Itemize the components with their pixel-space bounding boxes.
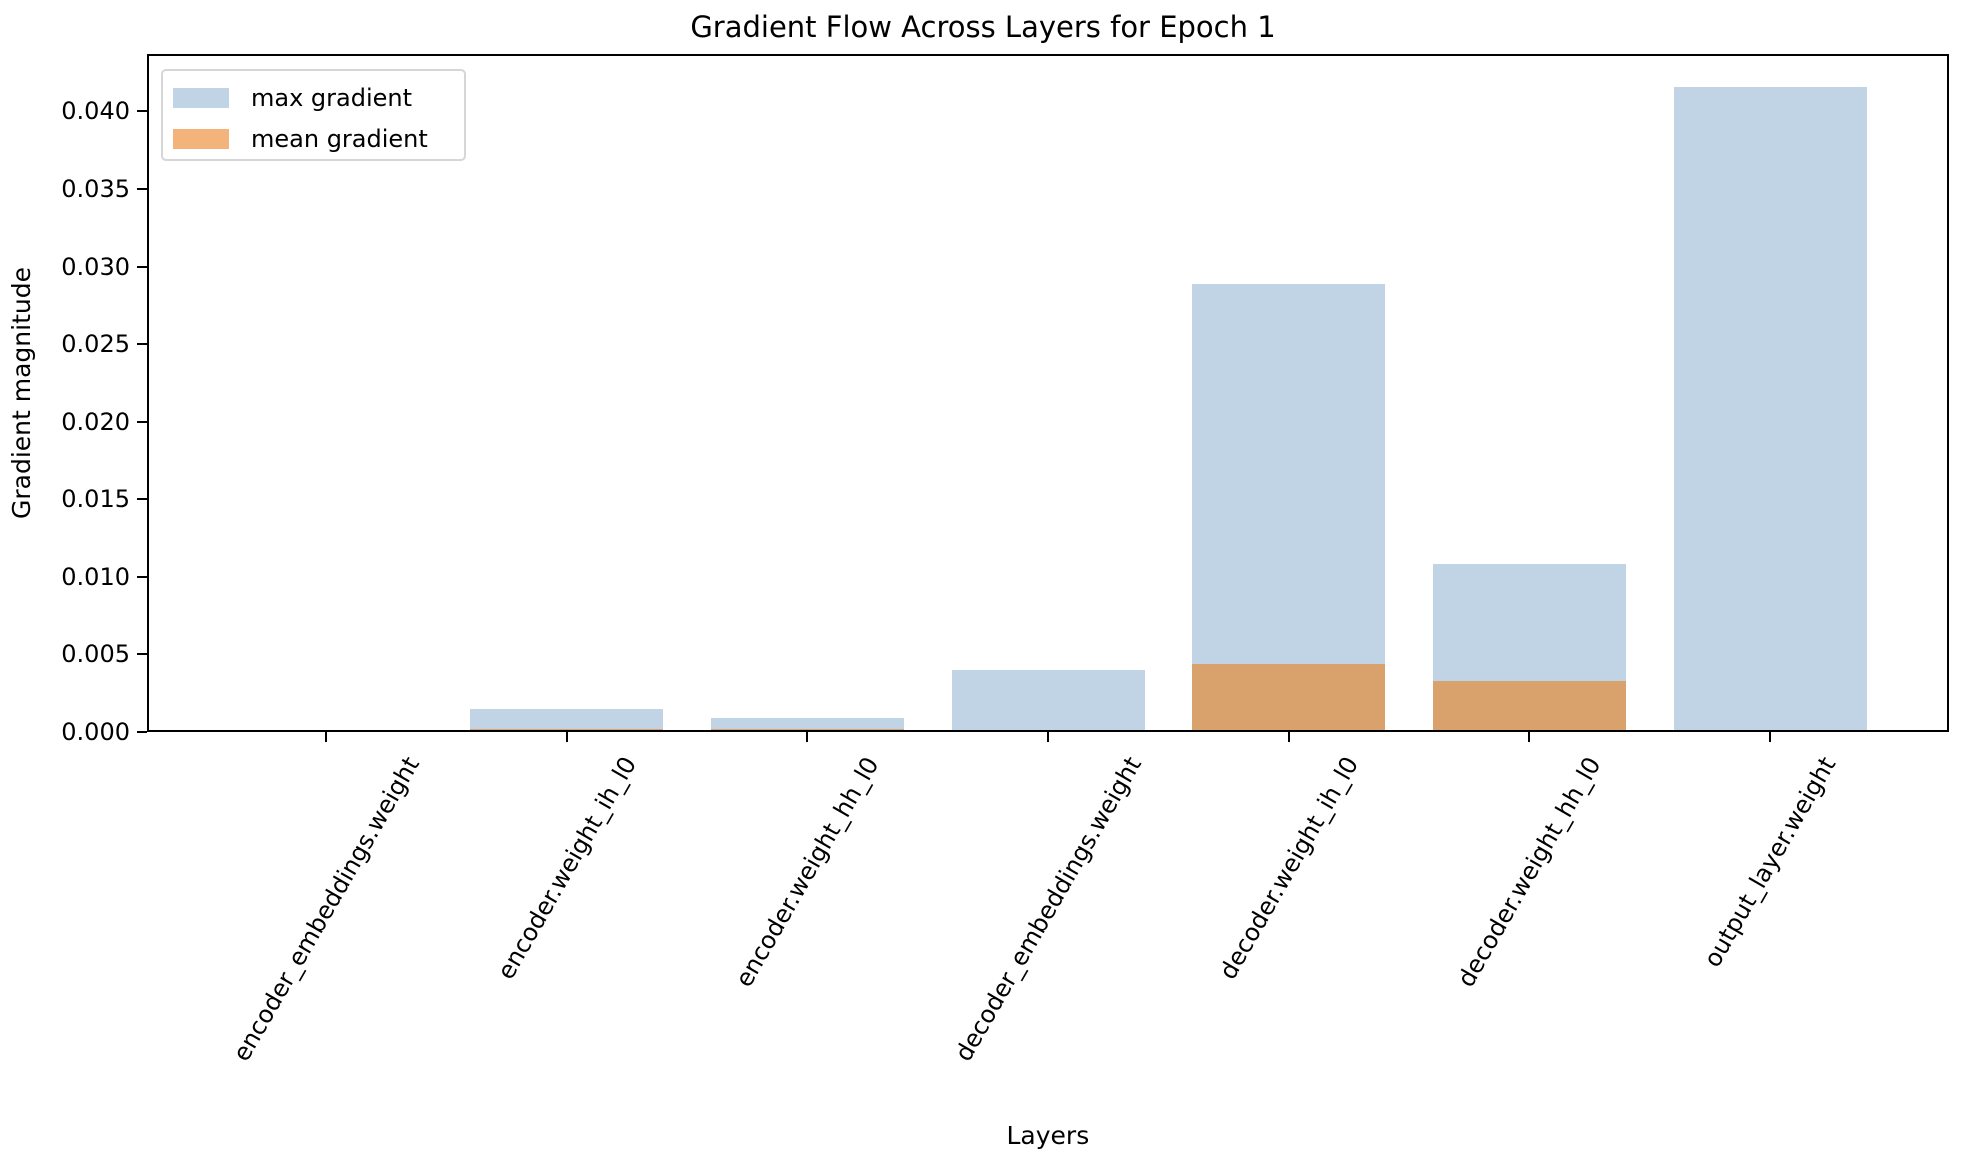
x-tick-mark <box>1769 732 1771 742</box>
x-tick-mark <box>565 732 568 742</box>
bar-max-1 <box>470 708 664 732</box>
y-tick-mark <box>137 575 147 578</box>
y-tick-label: 0.000 <box>61 718 130 746</box>
y-tick-mark <box>137 187 147 190</box>
x-tick-label: output_layer.weight <box>1698 752 1842 972</box>
x-tick-mark <box>325 732 327 742</box>
x-tick-label: encoder.weight_hh_l0 <box>730 751 885 992</box>
x-axis-label: Layers <box>1006 1121 1090 1150</box>
legend-item-max-gradient: max gradient <box>173 83 412 113</box>
y-tick-label: 0.030 <box>61 252 130 281</box>
x-tick-label: decoder.weight_ih_l0 <box>1213 752 1364 985</box>
x-tick-label: encoder_embeddings.weight <box>227 752 425 1067</box>
bar-max-6 <box>1673 86 1867 732</box>
bar-mean-5 <box>1432 680 1626 732</box>
legend: max gradient mean gradient <box>161 69 466 161</box>
bar-max-4 <box>1192 283 1386 732</box>
legend-swatch-mean-gradient <box>173 129 229 149</box>
legend-label-max-gradient: max gradient <box>251 84 413 112</box>
x-tick-mark <box>1047 732 1049 742</box>
y-tick-label: 0.015 <box>61 485 130 514</box>
y-tick-label: 0.010 <box>61 562 130 591</box>
y-tick-mark <box>137 420 147 423</box>
y-tick-label: 0.035 <box>61 174 130 203</box>
y-tick-label: 0.040 <box>61 97 130 126</box>
x-tick-mark <box>1528 732 1531 742</box>
y-tick-mark <box>137 265 147 268</box>
bar-mean-4 <box>1192 663 1386 732</box>
y-tick-mark <box>137 731 147 733</box>
y-axis-label: Gradient magnitude <box>7 267 36 519</box>
y-tick-mark <box>137 498 147 501</box>
y-tick-mark <box>137 653 147 656</box>
x-tick-mark <box>1287 732 1290 742</box>
y-tick-mark <box>137 343 147 346</box>
x-tick-label: decoder.weight_hh_l0 <box>1452 751 1607 992</box>
x-tick-label: encoder.weight_ih_l0 <box>491 752 642 985</box>
legend-swatch-max-gradient <box>173 88 229 108</box>
x-tick-label: decoder_embeddings.weight <box>949 752 1147 1067</box>
legend-label-mean-gradient: mean gradient <box>251 125 428 153</box>
x-tick-mark <box>806 732 809 742</box>
y-tick-mark <box>137 110 147 113</box>
legend-item-mean-gradient: mean gradient <box>173 124 428 154</box>
bar-max-2 <box>710 718 904 732</box>
plot-area <box>147 54 1949 732</box>
y-tick-label: 0.020 <box>61 407 130 436</box>
y-tick-label: 0.005 <box>61 640 130 669</box>
y-tick-label: 0.025 <box>61 330 130 359</box>
chart-title: Gradient Flow Across Layers for Epoch 1 <box>690 10 1276 44</box>
bar-max-3 <box>951 669 1145 732</box>
